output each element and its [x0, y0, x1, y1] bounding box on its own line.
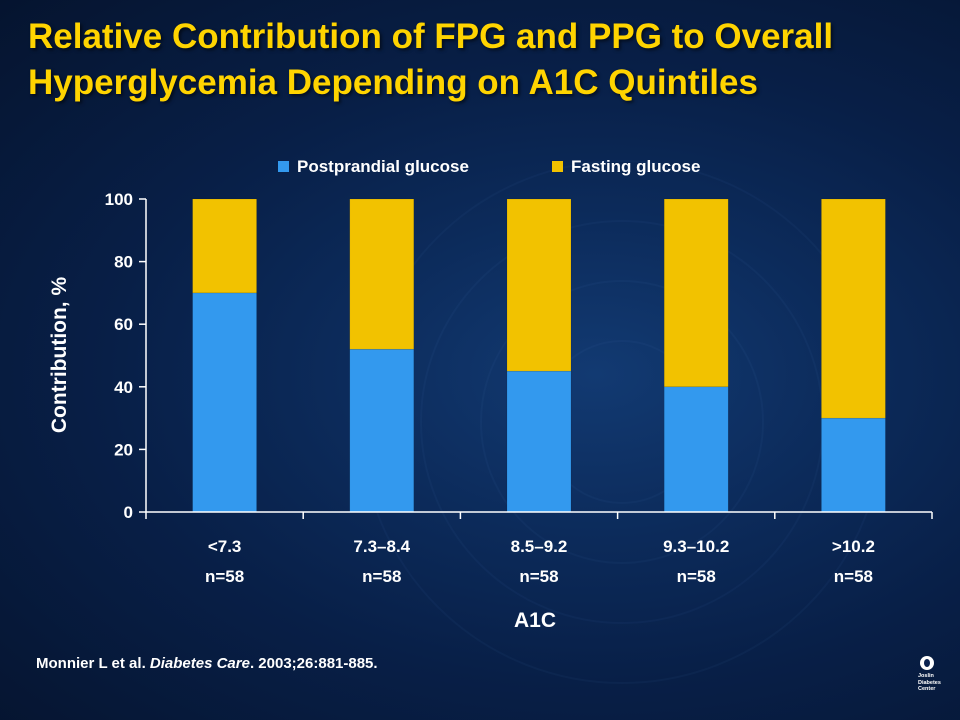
- citation-authors: Monnier L et al.: [36, 655, 150, 672]
- y-tick-label: 60: [114, 315, 133, 334]
- logo-text-line-2: Diabetes: [918, 679, 941, 686]
- joslin-logo-text: Joslin Diabetes Center: [918, 673, 954, 693]
- y-tick-label: 100: [105, 190, 133, 209]
- citation-journal: Diabetes Care: [149, 655, 250, 672]
- bar-fasting-5: [821, 198, 886, 419]
- y-tick-label: 20: [114, 440, 133, 459]
- x-tick-label: 9.3–10.2: [663, 537, 729, 556]
- y-axis-title: Contribution, %: [48, 277, 71, 434]
- x-tick-sublabel: n=58: [362, 567, 401, 586]
- bar-fasting-1: [192, 198, 257, 294]
- logo-text-line-1: Joslin: [918, 673, 934, 679]
- logo-text-line-3: Center: [918, 686, 936, 692]
- slide-title-line-2: Hyperglycemia Depending on A1C Quintiles: [28, 63, 758, 102]
- x-tick-label: >10.2: [832, 537, 875, 556]
- y-tick-label: 40: [114, 378, 133, 397]
- legend-swatch-postprandial: [278, 161, 289, 172]
- y-tick-label: 0: [124, 503, 133, 522]
- joslin-logo: Joslin Diabetes Center: [918, 656, 954, 712]
- bar-fasting-4: [663, 198, 729, 388]
- citation-details: . 2003;26:881-885.: [249, 655, 378, 672]
- legend-swatch-fasting: [552, 161, 563, 172]
- citation: Monnier L et al. Diabetes Care. 2003;26:…: [36, 655, 378, 672]
- bar-fasting-2: [349, 198, 415, 350]
- bar-fasting-3: [506, 198, 572, 372]
- bar-postprandial-3: [506, 370, 572, 513]
- x-tick-sublabel: n=58: [519, 567, 558, 586]
- slide-title-line-1: Relative Contribution of FPG and PPG to …: [28, 17, 834, 56]
- y-tick-label: 80: [114, 253, 133, 272]
- x-axis-title: A1C: [514, 609, 556, 632]
- x-tick-label: 8.5–9.2: [511, 537, 568, 556]
- bar-postprandial-2: [349, 348, 415, 513]
- background-swirl: [480, 280, 764, 564]
- joslin-logo-icon: [920, 656, 934, 670]
- legend-label-fasting: Fasting glucose: [571, 157, 700, 176]
- bar-postprandial-5: [821, 417, 886, 513]
- x-tick-sublabel: n=58: [677, 567, 716, 586]
- x-tick-sublabel: n=58: [205, 567, 244, 586]
- legend-label-postprandial: Postprandial glucose: [297, 157, 469, 176]
- bar-postprandial-1: [192, 292, 257, 513]
- slide-title: Relative Contribution of FPG and PPG to …: [28, 14, 938, 106]
- bar-postprandial-4: [663, 386, 729, 513]
- x-tick-label: <7.3: [208, 537, 242, 556]
- x-tick-sublabel: n=58: [834, 567, 873, 586]
- x-tick-label: 7.3–8.4: [353, 537, 410, 556]
